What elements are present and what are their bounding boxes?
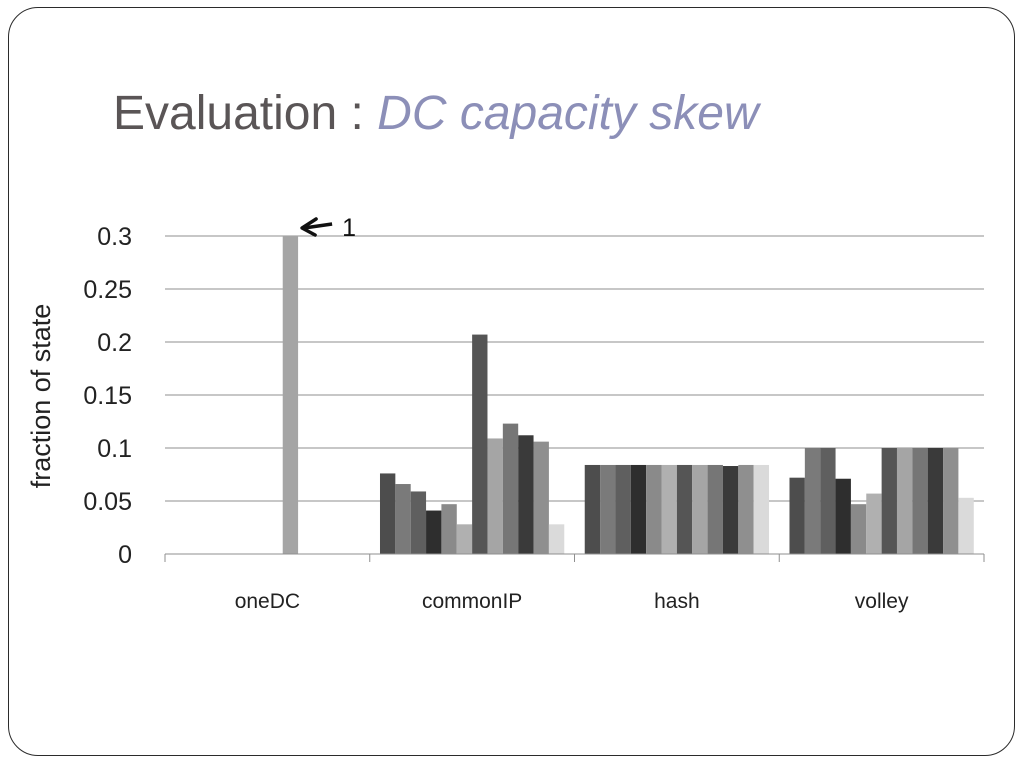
y-tick-label: 0.2 <box>97 329 132 357</box>
y-axis-label: fraction of state <box>26 304 56 489</box>
y-tick-label: 0 <box>118 541 132 569</box>
title-main: Evaluation : <box>113 87 378 140</box>
annotation-arrow <box>303 222 333 230</box>
y-tick-label: 0.25 <box>83 276 132 304</box>
y-tick-label: 0.1 <box>97 435 132 463</box>
bar <box>912 448 928 554</box>
bar <box>630 464 647 554</box>
bar <box>692 464 708 554</box>
x-tick-label: hash <box>654 590 700 613</box>
bar <box>584 464 601 554</box>
bar <box>548 524 565 554</box>
bar <box>804 448 821 554</box>
y-tick-label: 0.05 <box>83 488 132 516</box>
bar <box>615 464 631 554</box>
bar <box>927 448 944 554</box>
bar <box>426 510 442 554</box>
x-axis <box>164 553 985 562</box>
bar <box>789 477 805 554</box>
bar <box>282 236 299 554</box>
bar <box>441 504 457 554</box>
bar <box>676 464 693 554</box>
bar <box>533 441 549 554</box>
bar <box>395 484 411 554</box>
bar <box>835 478 851 554</box>
bar <box>410 491 427 554</box>
bar <box>456 524 473 554</box>
slide-title: Evaluation : DC capacity skew <box>113 86 759 141</box>
y-tick-labels: 0 0.05 0.1 0.15 0.2 0.25 0.3 <box>83 223 132 569</box>
y-tick-label: 0.3 <box>97 223 132 251</box>
bar <box>958 497 974 554</box>
bar <box>943 448 959 554</box>
bar <box>472 334 488 554</box>
x-tick-label: commonIP <box>422 590 522 613</box>
bar <box>820 448 836 554</box>
title-emphasis: DC capacity skew <box>377 87 759 140</box>
bar <box>722 466 739 554</box>
x-tick-label: oneDC <box>235 590 300 613</box>
bar <box>518 435 534 554</box>
annotation-label: 1 <box>342 214 356 242</box>
bars <box>282 236 974 554</box>
bar <box>379 473 396 554</box>
x-tick-labels: oneDC commonIP hash volley <box>235 590 909 613</box>
bar <box>600 464 616 554</box>
bar <box>707 464 723 554</box>
bar <box>738 464 754 554</box>
bar <box>646 464 662 554</box>
bar <box>850 504 867 554</box>
x-tick-label: volley <box>855 590 909 613</box>
bar <box>502 423 519 554</box>
annotation-arrowhead <box>300 217 318 237</box>
bar <box>753 464 770 554</box>
slide-frame <box>8 7 1015 756</box>
y-tick-label: 0.15 <box>83 382 132 410</box>
bar <box>866 493 882 554</box>
bar <box>661 464 677 554</box>
bar <box>881 448 897 554</box>
bar <box>896 448 913 554</box>
annotation: 1 <box>300 214 356 242</box>
bar <box>487 438 503 554</box>
